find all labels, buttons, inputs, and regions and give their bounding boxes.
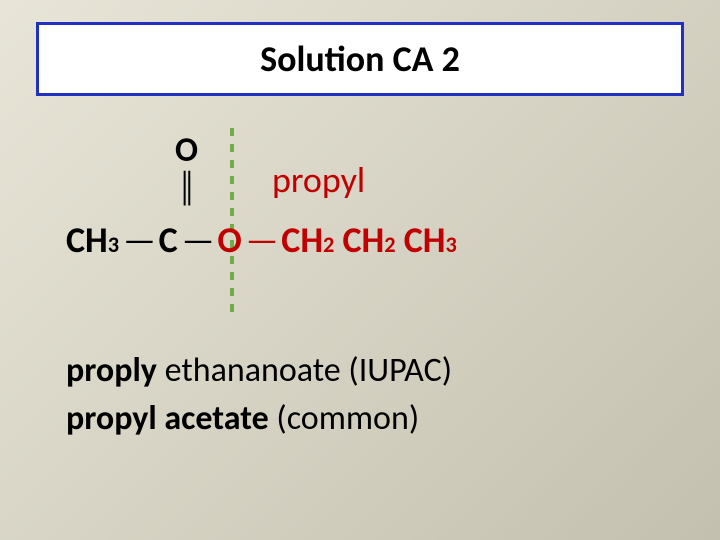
- iupac-name-line: proply ethananoate (IUPAC): [66, 350, 452, 391]
- compound-name-rest: (common): [269, 398, 419, 439]
- formula-subscript: 2: [323, 231, 334, 258]
- title-box: Solution CA 2: [36, 22, 684, 96]
- formula-subscript: 2: [384, 231, 395, 258]
- compound-name-rest: ethananoate (IUPAC): [157, 350, 452, 391]
- formula-atom: CH: [334, 218, 384, 262]
- formula-atom: C: [159, 218, 178, 262]
- formula-subscript: 3: [108, 231, 119, 258]
- propyl-group-label: propyl: [272, 158, 365, 202]
- slide: Solution CA 2 O ‖ propyl CH3—C—O—CH2 CH2…: [0, 0, 720, 540]
- double-bond-glyph: ‖: [181, 162, 193, 210]
- formula-bond: —: [242, 218, 282, 262]
- slide-title: Solution CA 2: [260, 37, 460, 81]
- structural-formula: CH3—C—O—CH2 CH2 CH3: [66, 218, 457, 262]
- formula-bond: —: [119, 218, 159, 262]
- common-name-line: propyl acetate (common): [66, 398, 419, 439]
- formula-bond: —: [178, 218, 218, 262]
- compound-name-bold: proply: [66, 350, 157, 391]
- formula-atom: O: [217, 218, 241, 262]
- formula-subscript: 3: [445, 231, 456, 258]
- formula-atom: CH: [66, 218, 108, 262]
- formula-atom: CH: [396, 218, 446, 262]
- compound-name-bold: propyl acetate: [66, 398, 269, 439]
- formula-atom: CH: [281, 218, 323, 262]
